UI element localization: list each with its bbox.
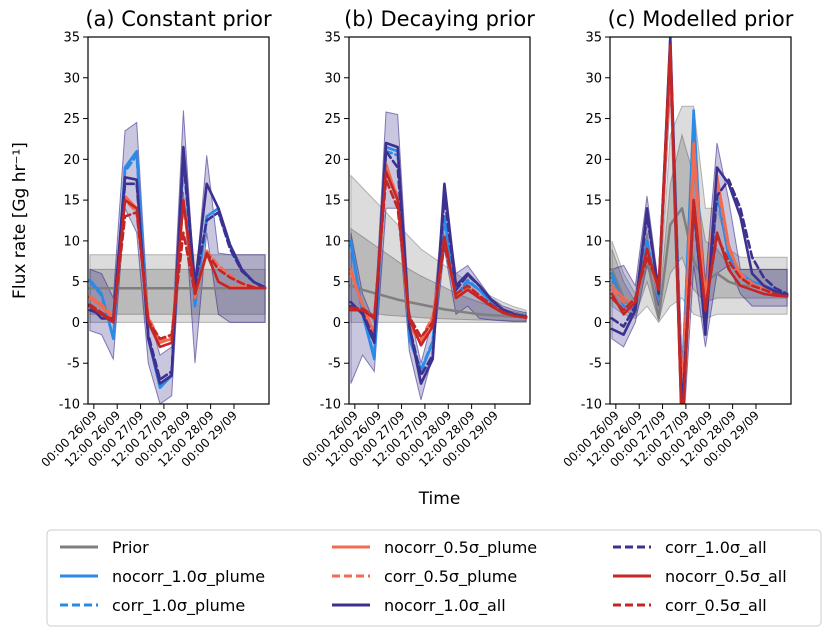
y-tick-label: 15 xyxy=(63,194,80,209)
y-tick-label: 35 xyxy=(63,31,80,46)
y-tick-label: 0 xyxy=(72,316,80,331)
y-tick-label: 20 xyxy=(324,153,341,168)
axes-frame xyxy=(348,36,531,405)
y-tick-label: 5 xyxy=(333,275,341,290)
series-line-corr_0.5_all xyxy=(349,178,528,339)
y-tick-label: -10 xyxy=(59,398,80,413)
y-tick-label: 30 xyxy=(585,71,602,86)
legend-label: nocorr_1.0σ_all xyxy=(384,596,506,616)
plot-area xyxy=(349,111,528,401)
y-tick-label: -5 xyxy=(589,357,602,372)
axes-frame xyxy=(87,36,270,405)
y-tick-label: 25 xyxy=(324,112,341,127)
y-tick-label: 35 xyxy=(585,31,602,46)
y-tick-label: 25 xyxy=(63,112,80,127)
legend: Prior nocorr_1.0σ_plume corr_1.0σ_plume noc… xyxy=(46,529,822,627)
y-tick-label: 30 xyxy=(63,71,80,86)
y-tick-label: 5 xyxy=(72,275,80,290)
panel-title: (a) Constant prior xyxy=(85,7,272,31)
panel-1: (a) Constant prior-10-50510152025303500:… xyxy=(38,7,272,470)
y-tick-label: 5 xyxy=(594,275,602,290)
prior-line xyxy=(349,284,528,319)
y-tick-label: -10 xyxy=(320,398,341,413)
y-tick-label: 10 xyxy=(324,234,341,249)
series-line-corr_0.5_plume xyxy=(610,68,789,390)
y-tick-label: 0 xyxy=(594,316,602,331)
panel-2: (b) Decaying prior-10-50510152025303500:… xyxy=(299,7,535,470)
prior-uncertainty-outer xyxy=(350,174,527,323)
y-tick-label: -5 xyxy=(328,357,341,372)
plot-area xyxy=(88,110,267,404)
y-tick-label: 0 xyxy=(333,316,341,331)
panel-title: (b) Decaying prior xyxy=(344,7,535,31)
y-tick-label: 10 xyxy=(63,234,80,249)
axes-frame xyxy=(609,36,792,405)
panel-title: (c) Modelled prior xyxy=(608,7,794,31)
legend-label: nocorr_1.0σ_plume xyxy=(112,567,265,587)
legend-label: corr_1.0σ_plume xyxy=(112,596,245,616)
x-axis-label: Time xyxy=(418,489,461,509)
y-tick-label: 15 xyxy=(585,194,602,209)
legend-label: corr_0.5σ_plume xyxy=(384,567,517,587)
y-tick-label: 25 xyxy=(585,112,602,127)
y-tick-label: -5 xyxy=(67,357,80,372)
y-tick-label: 10 xyxy=(585,234,602,249)
series-line-corr_0.5_all xyxy=(610,51,789,404)
y-tick-label: 15 xyxy=(324,194,341,209)
legend-label: Prior xyxy=(112,538,149,557)
y-axis-label: Flux rate [Gg hr⁻¹] xyxy=(10,142,30,299)
y-tick-label: -10 xyxy=(581,398,602,413)
legend-label: corr_1.0σ_all xyxy=(665,538,767,558)
legend-label: corr_0.5σ_all xyxy=(665,596,767,616)
legend-label: nocorr_0.5σ_plume xyxy=(384,538,537,558)
plot-area xyxy=(610,37,789,404)
panel-3: (c) Modelled prior-10-50510152025303500:… xyxy=(560,7,793,470)
legend-frame xyxy=(46,529,822,627)
y-tick-label: 20 xyxy=(585,153,602,168)
y-tick-label: 20 xyxy=(63,153,80,168)
legend-label: nocorr_0.5σ_all xyxy=(665,567,787,587)
y-tick-label: 30 xyxy=(324,71,341,86)
series-line-corr_0.5_all xyxy=(88,211,267,341)
y-tick-label: 35 xyxy=(324,31,341,46)
